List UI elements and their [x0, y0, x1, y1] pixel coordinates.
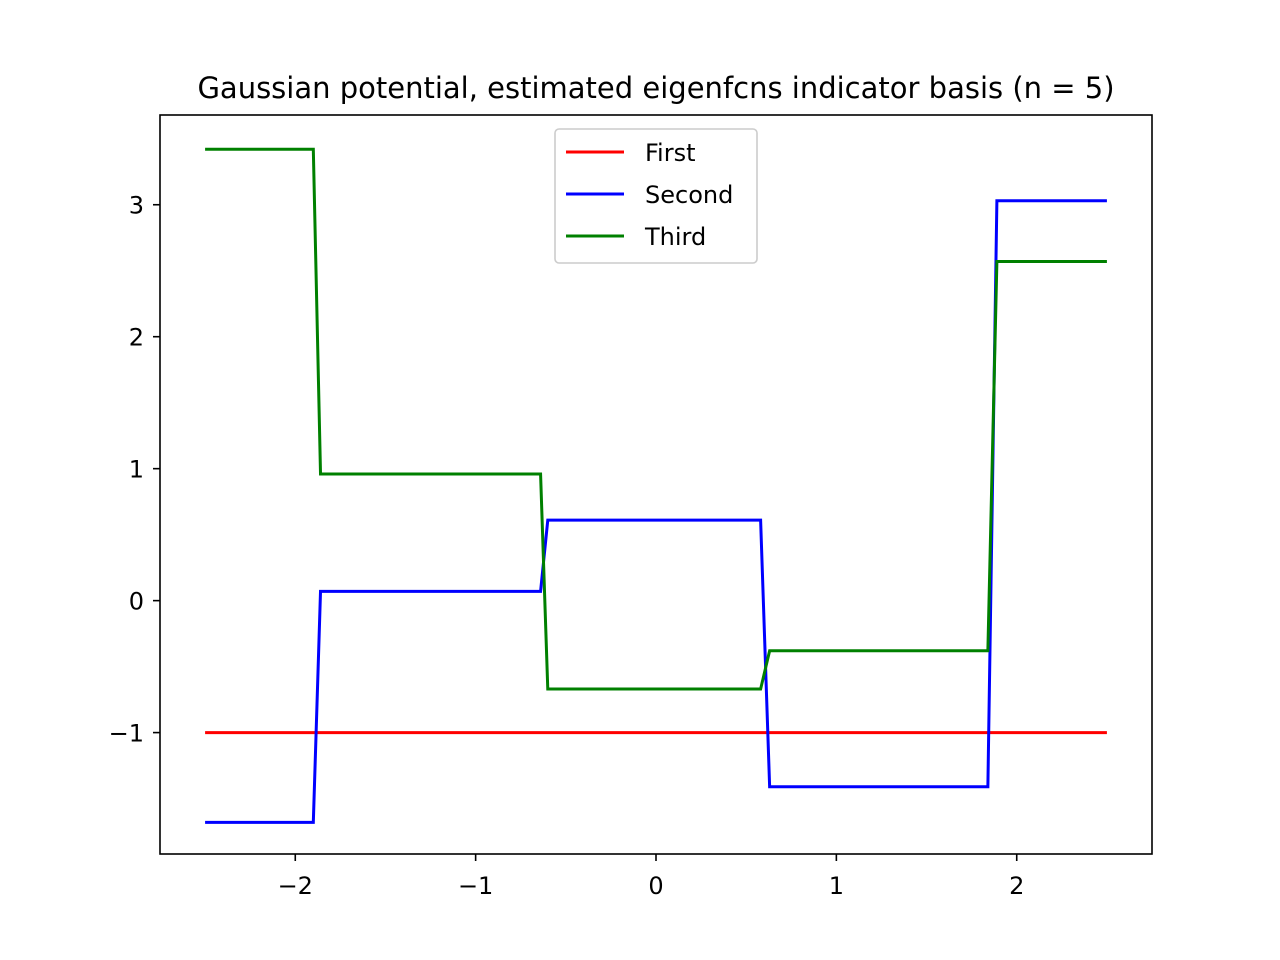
x-tick-label: −2 [278, 872, 313, 900]
series-layer [205, 147, 1107, 824]
x-tick-label: 0 [648, 872, 663, 900]
legend-box [554, 128, 758, 264]
x-axis: −2 −1 0 1 2 [278, 854, 1024, 900]
y-tick-label: −1 [109, 720, 144, 748]
y-tick-label: 0 [129, 588, 144, 616]
y-tick-label: 1 [129, 456, 144, 484]
series-line-third [205, 147, 1107, 691]
y-tick-label: 2 [129, 324, 144, 352]
legend-label-first: First [645, 139, 696, 167]
y-tick-label: 3 [129, 192, 144, 220]
legend-label-second: Second [645, 181, 733, 209]
legend: First Second Third [554, 128, 758, 264]
x-tick-label: 1 [829, 872, 844, 900]
legend-label-third: Third [644, 223, 706, 251]
x-tick-label: 2 [1009, 872, 1024, 900]
chart-title: Gaussian potential, estimated eigenfcns … [197, 71, 1114, 105]
x-tick-label: −1 [458, 872, 493, 900]
y-axis: −1 0 1 2 3 [109, 192, 160, 748]
